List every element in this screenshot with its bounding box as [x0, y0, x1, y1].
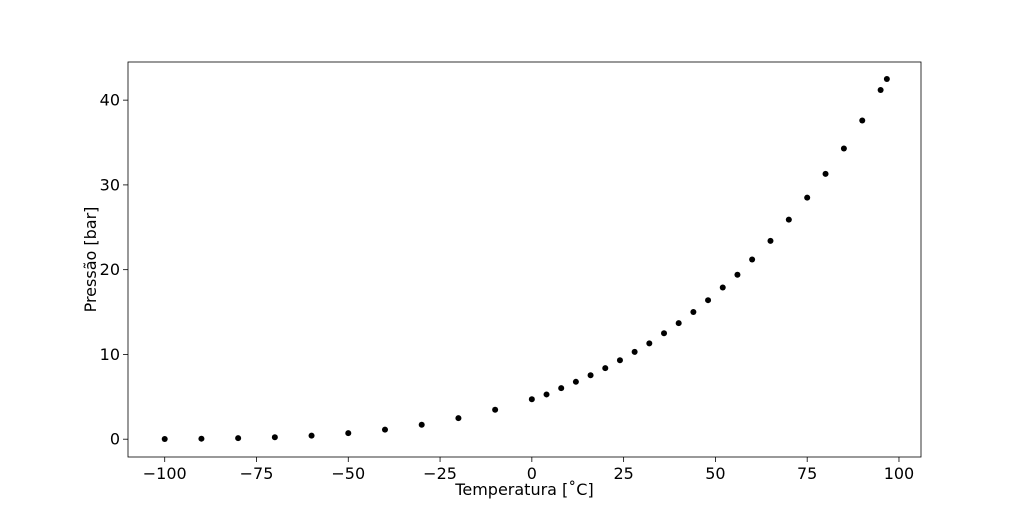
x-tick-label: −75: [240, 464, 274, 483]
y-axis-ticks: 0 10 20 30 40: [100, 91, 128, 449]
y-tick-label: 40: [100, 91, 120, 110]
x-tick-label: 25: [613, 464, 633, 483]
x-tick-label: 75: [797, 464, 817, 483]
data-point: [455, 415, 462, 422]
data-point: [602, 365, 609, 372]
data-point: [675, 320, 682, 327]
x-tick-label: −25: [423, 464, 457, 483]
data-point: [271, 434, 278, 441]
data-point: [734, 271, 741, 278]
data-point: [161, 435, 168, 442]
data-point: [308, 432, 315, 439]
data-point: [785, 216, 792, 223]
plot-area: [127, 61, 922, 458]
data-point: [822, 170, 829, 177]
data-point: [572, 378, 579, 385]
x-tick-label: 50: [705, 464, 725, 483]
data-point: [749, 256, 756, 263]
data-point: [883, 75, 890, 82]
y-axis-label: Pressão [bar]: [81, 207, 100, 313]
data-point: [587, 372, 594, 379]
data-point: [198, 435, 205, 442]
data-point: [528, 396, 535, 403]
data-point: [859, 117, 866, 124]
y-tick-label: 30: [100, 175, 120, 194]
data-point: [543, 391, 550, 398]
x-tick-label: 100: [884, 464, 915, 483]
data-point: [345, 430, 352, 437]
x-axis-ticks: −100 −75 −50 −25 0 25 50 75 100: [143, 457, 915, 483]
data-point: [381, 426, 388, 433]
y-tick-label: 10: [100, 345, 120, 364]
x-axis-label: Temperatura [˚C]: [454, 480, 593, 499]
data-point: [492, 406, 499, 413]
x-tick-label: 0: [527, 464, 537, 483]
data-point: [631, 348, 638, 355]
data-point: [616, 357, 623, 364]
data-point: [558, 385, 565, 392]
data-point: [418, 421, 425, 428]
data-point: [877, 86, 884, 93]
y-tick-label: 20: [100, 260, 120, 279]
data-point: [804, 194, 811, 201]
x-tick-label: −100: [143, 464, 187, 483]
data-point: [840, 145, 847, 152]
data-point: [690, 309, 697, 316]
data-point: [719, 284, 726, 291]
data-points: [161, 75, 890, 442]
data-point: [235, 435, 242, 442]
x-tick-label: −50: [331, 464, 365, 483]
data-point: [767, 237, 774, 244]
y-tick-label: 0: [110, 430, 120, 449]
data-point: [661, 330, 668, 337]
data-point: [705, 297, 712, 304]
data-point: [646, 340, 653, 347]
